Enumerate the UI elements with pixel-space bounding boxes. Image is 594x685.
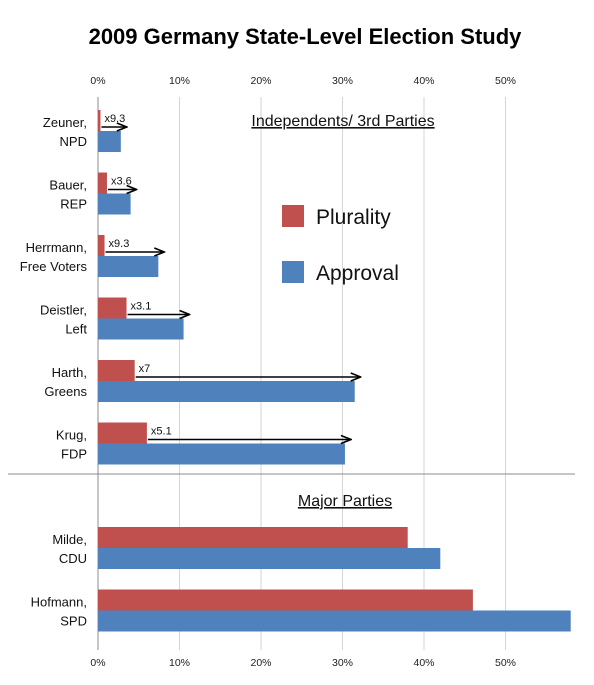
multiplier-arrows: x9.3 x3.6 x9.3 x3.1 x7 x5.1 [101,113,360,440]
bar-approval [98,131,121,152]
top-tick-label: 50% [495,75,516,87]
category-label-line2: Free Voters [20,259,88,274]
bar-plurality [98,527,408,548]
multiplier-label: x7 [139,363,151,375]
category-label-line1: Krug, [56,428,87,443]
chart-title: 2009 Germany State-Level Election Study [89,24,523,49]
bar-plurality [98,235,105,256]
bottom-tick-label: 10% [169,657,190,669]
category-label-line1: Milde, [52,532,87,547]
bar-approval [98,193,131,215]
legend-swatch-approval [282,261,304,283]
top-tick-label: 20% [250,75,271,87]
bar-approval [98,443,345,465]
bottom-tick-label: 30% [332,657,353,669]
category-label-line1: Deistler, [40,303,87,318]
bottom-tick-label: 50% [495,657,516,669]
category-label-line2: FDP [61,447,87,462]
gridlines [8,97,575,650]
bar-plurality [98,589,473,611]
category-label-line1: Herrmann, [26,240,87,255]
category-label-line2: Left [65,322,87,337]
legend-swatch-plurality [282,205,304,227]
category-label-line2: REP [60,197,87,212]
legend-label-approval: Approval [316,262,399,285]
multiplier-label: x3.6 [111,176,132,188]
bottom-axis-ticks: 0% 10% 20% 30% 40% 50% [90,657,516,669]
legend: Plurality Approval [282,205,399,285]
bottom-tick-label: 0% [90,657,105,669]
bar-approval [98,318,184,340]
bar-plurality [98,360,135,381]
multiplier-label: x9.3 [104,113,125,125]
top-tick-label: 10% [169,75,190,87]
section-title-major: Major Parties [298,493,392,510]
multiplier-label: x5.1 [151,426,172,438]
bottom-tick-label: 20% [250,657,271,669]
bottom-tick-label: 40% [413,657,434,669]
section-title-independents: Independents/ 3rd Parties [251,113,434,130]
top-tick-label: 30% [332,75,353,87]
multiplier-label: x3.1 [131,301,152,313]
category-label-line1: Harth, [52,365,87,380]
category-label-line2: Greens [44,384,87,399]
bars [98,110,571,632]
bar-plurality [98,172,107,194]
bar-approval [98,610,571,632]
top-tick-label: 0% [90,75,105,87]
category-label-line2: CDU [59,551,87,566]
bar-plurality [98,110,101,131]
category-label-line1: Zeuner, [43,115,87,130]
category-label-line2: NPD [60,134,87,149]
bar-approval [98,381,355,402]
category-label-line2: SPD [60,614,87,629]
bar-plurality [98,422,147,444]
category-labels: Zeuner, NPD Bauer, REP Herrmann, Free Voters D… [20,115,88,629]
bar-plurality [98,297,127,319]
category-label-line1: Bauer, [49,178,87,193]
top-axis-ticks: 0% 10% 20% 30% 40% 50% [90,75,516,87]
legend-label-plurality: Plurality [316,206,391,229]
top-tick-label: 40% [413,75,434,87]
category-label-line1: Hofmann, [31,595,87,610]
multiplier-label: x9.3 [109,238,130,250]
bar-approval [98,256,159,277]
bar-approval [98,548,441,569]
